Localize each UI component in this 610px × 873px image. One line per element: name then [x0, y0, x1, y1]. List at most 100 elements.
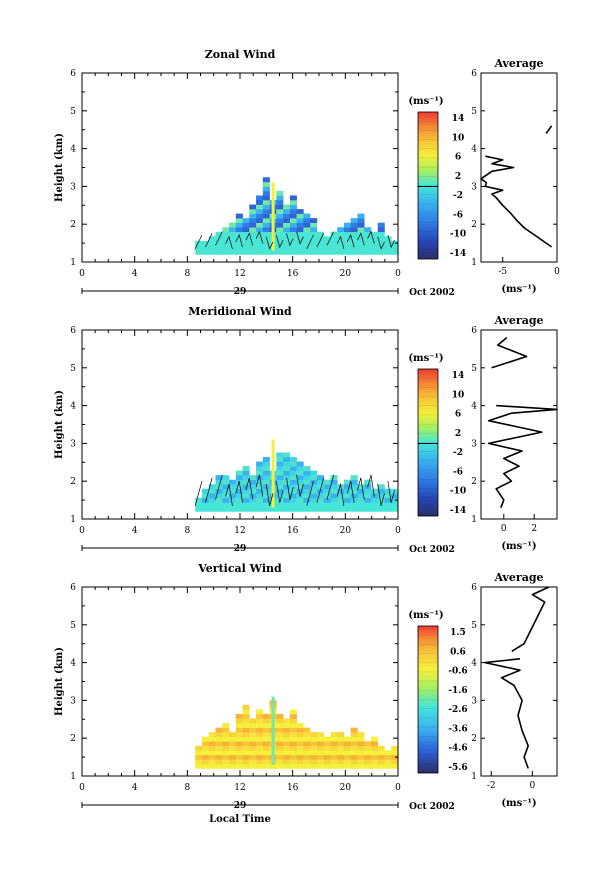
heatmap-cell [256, 236, 264, 242]
heatmap-cell [316, 245, 324, 251]
heatmap-cell [296, 750, 304, 756]
heatmap-cell [364, 488, 372, 494]
heatmap-cell [276, 236, 284, 242]
heatmap-cell [350, 759, 358, 765]
heatmap-cell [262, 506, 270, 512]
heatmap-cell [330, 506, 338, 512]
heatmap-cell [262, 470, 270, 476]
heatmap-cell [310, 236, 318, 242]
heatmap-cell [357, 759, 365, 765]
heatmap-cell [249, 732, 257, 737]
heatmap-cell [323, 240, 331, 246]
heatmap-cell [370, 231, 379, 237]
heatmap-cell [283, 240, 291, 246]
heatmap-cell [303, 236, 311, 242]
heatmap-cell [215, 754, 223, 760]
heatmap-cell [256, 484, 264, 490]
heatmap-cell [249, 227, 257, 233]
x-tick-label: 12 [234, 526, 245, 536]
colorbar-tick-label: 14 [452, 371, 465, 381]
heatmap-cell [276, 452, 284, 458]
heatmap-cell [391, 745, 399, 751]
heatmap-cell [377, 249, 385, 255]
heatmap-cell [229, 493, 237, 499]
heatmap-cell [201, 506, 210, 512]
heatmap-cell [357, 763, 365, 769]
x-tick-label: 8 [184, 269, 190, 279]
heatmap-cell [222, 249, 230, 255]
heatmap-cell [289, 732, 297, 737]
y-axis-label: Height (km) [54, 133, 65, 202]
heatmap-cell [256, 461, 264, 467]
heatmap-cell [222, 736, 230, 742]
heatmap-cell [337, 245, 345, 251]
heatmap-cell [283, 727, 291, 733]
heatmap-cell [343, 750, 351, 756]
zero-contour [194, 474, 395, 506]
heatmap-cell [289, 475, 297, 480]
heatmap-cell [283, 759, 291, 765]
heatmap-cell [208, 741, 216, 747]
average-frame [480, 329, 558, 520]
heatmap-cell [310, 750, 318, 756]
heatmap-cell [276, 750, 284, 756]
heatmap-cell [242, 497, 250, 503]
heatmap-cell [201, 488, 210, 494]
heatmap-cell [283, 763, 291, 769]
heatmap-cell [276, 475, 284, 480]
heatmap-cell [195, 759, 203, 765]
heatmap-cell [289, 763, 297, 769]
average-y-tick-label: 5 [471, 621, 477, 631]
heatmap-cell [276, 200, 284, 205]
heatmap-cell [384, 249, 392, 255]
heatmap-cell [242, 714, 250, 719]
heatmap-cell [276, 732, 284, 737]
x-tick-label: 16 [287, 269, 299, 279]
heatmap-cell [195, 502, 203, 508]
heatmap-cell [303, 754, 311, 760]
average-x-tick-label: 0 [529, 781, 535, 791]
heatmap-cell [377, 506, 385, 512]
heatmap-cell [330, 475, 338, 480]
y-tick-label: 6 [70, 583, 76, 593]
heatmap-cell [222, 502, 230, 508]
heatmap-cell [370, 506, 379, 512]
heatmap-cell [283, 213, 291, 219]
heatmap-cell [364, 750, 372, 756]
heatmap-cell [256, 759, 264, 765]
heatmap-cell [310, 506, 318, 512]
heatmap-cell [391, 754, 399, 760]
heatmap-cell [201, 754, 210, 760]
heatmap-cell [303, 732, 311, 737]
heatmap-cell [208, 506, 216, 512]
heatmap-cell [256, 723, 264, 728]
heatmap-cell [235, 763, 243, 769]
heatmap-cell [249, 245, 257, 251]
heatmap-cell [323, 488, 331, 494]
heatmap-cell [215, 479, 223, 485]
heatmap-cell [350, 745, 358, 751]
heatmap-cell [242, 236, 250, 242]
heatmap-cell [271, 696, 275, 765]
heatmap-cell [249, 484, 257, 490]
heatmap-cell [283, 745, 291, 751]
heatmap-cell [323, 502, 331, 508]
heatmap-cell [377, 227, 385, 233]
heatmap-cell [222, 245, 230, 251]
heatmap-cell [323, 506, 331, 512]
heatmap-cell [256, 502, 264, 508]
heatmap-cell [195, 763, 203, 769]
colorbar-tick-label: -14 [450, 506, 466, 516]
heatmap-cell [296, 727, 304, 733]
heatmap-cell [283, 723, 291, 728]
average-frame [480, 72, 558, 263]
heatmap-cell [195, 497, 203, 503]
y-axis-label: Height (km) [54, 390, 65, 459]
heatmap-cell [310, 759, 318, 765]
heatmap-cell [384, 502, 392, 508]
heatmap-cell [235, 240, 243, 246]
heatmap-cell [262, 750, 270, 756]
heatmap-cell [276, 479, 284, 485]
heatmap-cell [242, 723, 250, 728]
